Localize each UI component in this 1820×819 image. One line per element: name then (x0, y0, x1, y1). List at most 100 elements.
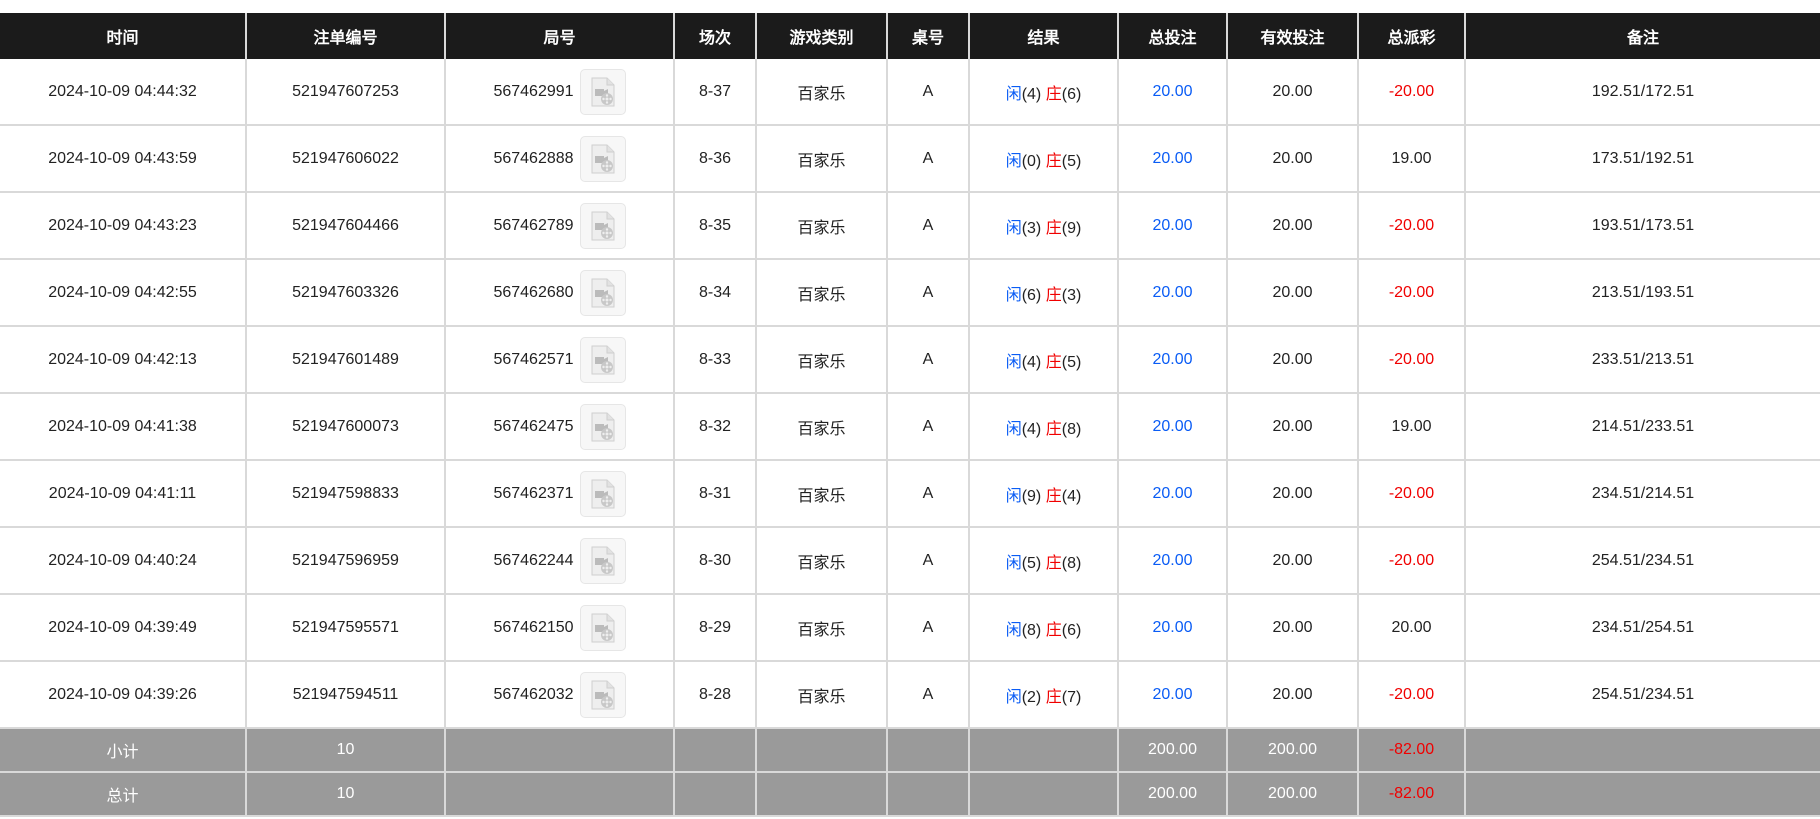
video-file-icon[interactable] (579, 403, 626, 450)
result-cell: 闲(4) 庄(6) (968, 59, 1119, 126)
round-number: 567462150 (493, 618, 574, 636)
table-no-cell: A (886, 594, 970, 662)
time-cell: 2024-10-09 04:39:49 (0, 594, 247, 662)
table-no-cell: A (886, 326, 970, 394)
round-cell: 567462571 (444, 326, 675, 394)
time-cell: 2024-10-09 04:42:55 (0, 259, 247, 327)
valid-bet-cell: 20.00 (1226, 393, 1359, 461)
payout-cell: -20.00 (1357, 527, 1466, 595)
total-bet-cell: 20.00 (1117, 192, 1228, 260)
empty-cell (968, 728, 1119, 773)
banker-label: 庄 (1045, 152, 1062, 170)
total-bet-cell: 20.00 (1117, 527, 1228, 595)
banker-score: (5) (1061, 152, 1082, 170)
header-bet-id: 注单编号 (245, 13, 445, 59)
player-score: (2) (1021, 688, 1042, 706)
valid-bet-cell: 20.00 (1226, 59, 1359, 126)
subtotal-row: 小计 10 200.00 200.00 -82.00 (0, 728, 1820, 773)
player-score: (8) (1021, 621, 1042, 639)
time-cell: 2024-10-09 04:40:24 (0, 527, 247, 595)
player-label: 闲 (1005, 487, 1022, 505)
payout-cell: -20.00 (1357, 661, 1466, 729)
table-row: 2024-10-09 04:42:55 521947603326 5674626… (0, 259, 1820, 327)
valid-bet-cell: 20.00 (1226, 125, 1359, 193)
round-cell: 567462991 (444, 59, 675, 126)
player-score: (0) (1021, 152, 1042, 170)
round-number: 567462680 (493, 283, 574, 301)
round-number: 567462244 (493, 551, 574, 569)
video-file-icon[interactable] (579, 537, 626, 584)
round-cell: 567462244 (444, 527, 675, 595)
header-table-no: 桌号 (886, 13, 969, 59)
header-time: 时间 (0, 13, 246, 59)
bet-id-cell: 521947600073 (245, 393, 446, 461)
video-file-icon[interactable] (579, 68, 626, 115)
time-cell: 2024-10-09 04:41:38 (0, 393, 247, 461)
banker-score: (8) (1061, 420, 1082, 438)
bet-records-table: 时间 注单编号 局号 场次 游戏类别 桌号 结果 总投注 有效投注 总派彩 备注 2024-10-0… (0, 13, 1820, 817)
banker-score: (7) (1061, 688, 1082, 706)
result-cell: 闲(8) 庄(6) (968, 594, 1119, 662)
banker-score: (9) (1061, 219, 1082, 237)
shoe-cell: 8-36 (673, 125, 757, 193)
table-row: 2024-10-09 04:42:13 521947601489 5674625… (0, 326, 1820, 394)
video-file-icon[interactable] (579, 269, 626, 316)
player-score: (9) (1021, 487, 1042, 505)
game-type-cell: 百家乐 (755, 460, 888, 528)
summary-total-bet: 200.00 (1117, 728, 1228, 773)
banker-score: (6) (1061, 85, 1082, 103)
banker-label: 庄 (1045, 286, 1062, 304)
player-label: 闲 (1005, 219, 1022, 237)
video-file-icon[interactable] (579, 202, 626, 249)
summary-label: 小计 (0, 728, 247, 773)
bet-id-cell: 521947596959 (245, 527, 446, 595)
game-type-cell: 百家乐 (755, 259, 888, 327)
remark-cell: 233.51/213.51 (1464, 326, 1820, 394)
remark-cell: 234.51/214.51 (1464, 460, 1820, 528)
time-cell: 2024-10-09 04:44:32 (0, 59, 247, 126)
game-type-cell: 百家乐 (755, 326, 888, 394)
table-row: 2024-10-09 04:44:32 521947607253 5674629… (0, 59, 1820, 126)
round-cell: 567462789 (444, 192, 675, 260)
video-file-icon[interactable] (579, 470, 626, 517)
game-type-cell: 百家乐 (755, 661, 888, 729)
header-round: 局号 (444, 13, 674, 59)
game-type-cell: 百家乐 (755, 192, 888, 260)
shoe-cell: 8-34 (673, 259, 757, 327)
bet-id-cell: 521947606022 (245, 125, 446, 193)
table-no-cell: A (886, 661, 970, 729)
payout-cell: 19.00 (1357, 393, 1466, 461)
player-score: (3) (1021, 219, 1042, 237)
round-cell: 567462150 (444, 594, 675, 662)
empty-cell (968, 772, 1119, 817)
video-file-icon[interactable] (579, 671, 626, 718)
round-number: 567462032 (493, 685, 574, 703)
time-cell: 2024-10-09 04:39:26 (0, 661, 247, 729)
total-bet-cell: 20.00 (1117, 125, 1228, 193)
empty-cell (1464, 728, 1820, 773)
video-file-icon[interactable] (579, 604, 626, 651)
summary-total-bet: 200.00 (1117, 772, 1228, 817)
bet-id-cell: 521947598833 (245, 460, 446, 528)
round-number: 567462888 (493, 149, 574, 167)
valid-bet-cell: 20.00 (1226, 460, 1359, 528)
game-type-cell: 百家乐 (755, 125, 888, 193)
summary-count: 10 (245, 728, 446, 773)
round-number: 567462991 (493, 82, 574, 100)
game-type-cell: 百家乐 (755, 59, 888, 126)
table-no-cell: A (886, 125, 970, 193)
player-label: 闲 (1005, 688, 1022, 706)
video-file-icon[interactable] (579, 135, 626, 182)
header-valid-bet: 有效投注 (1226, 13, 1358, 59)
total-bet-cell: 20.00 (1117, 393, 1228, 461)
total-bet-cell: 20.00 (1117, 594, 1228, 662)
header-result: 结果 (968, 13, 1118, 59)
time-cell: 2024-10-09 04:42:13 (0, 326, 247, 394)
player-label: 闲 (1005, 621, 1022, 639)
bet-id-cell: 521947594511 (245, 661, 446, 729)
video-file-icon[interactable] (579, 336, 626, 383)
banker-label: 庄 (1045, 487, 1062, 505)
payout-cell: -20.00 (1357, 59, 1466, 126)
banker-label: 庄 (1045, 219, 1062, 237)
result-cell: 闲(2) 庄(7) (968, 661, 1119, 729)
